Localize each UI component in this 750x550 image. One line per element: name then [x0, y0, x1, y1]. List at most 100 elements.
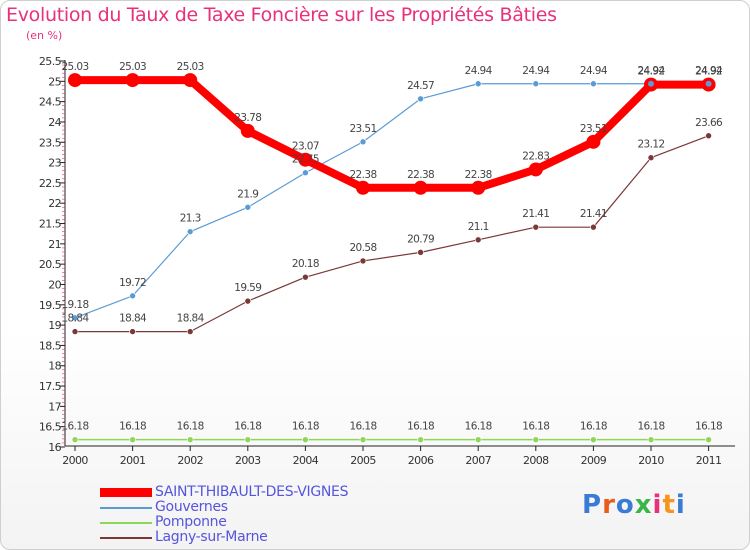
data-label: 16.18: [234, 421, 261, 433]
x-tick-label: 2010: [638, 454, 664, 467]
data-label: 25.03: [61, 61, 88, 73]
data-label: 23.51: [580, 123, 607, 135]
y-tick-label: 22: [48, 197, 61, 210]
data-point: [586, 134, 601, 149]
data-point: [244, 203, 252, 211]
data-point: [705, 436, 712, 443]
x-tick-label: 2003: [235, 454, 261, 467]
data-label: 22.38: [349, 169, 376, 181]
data-label: 19.72: [119, 277, 146, 289]
data-label: 19.59: [234, 282, 261, 294]
data-label: 23.66: [695, 117, 723, 129]
data-point: [129, 328, 136, 335]
data-label: 16.18: [177, 421, 204, 433]
data-label: 24.92: [695, 66, 722, 78]
data-point: [417, 249, 424, 256]
data-label: 22.75: [292, 154, 319, 166]
data-label: 21.1: [468, 221, 489, 233]
x-tick-label: 2011: [696, 454, 722, 467]
data-point: [244, 436, 252, 443]
data-label: 16.18: [407, 421, 434, 433]
chart-title: Evolution du Taux de Taxe Foncière sur l…: [6, 4, 557, 26]
data-point: [302, 169, 309, 177]
data-label: 24.57: [407, 80, 434, 92]
data-point: [68, 73, 82, 88]
data-label: 20.18: [292, 258, 319, 270]
y-tick-label: 16: [48, 441, 61, 454]
data-point: [359, 436, 367, 443]
y-tick-label: 18: [48, 360, 61, 373]
data-label: 23.51: [349, 123, 376, 135]
data-point: [528, 162, 543, 177]
x-tick-label: 2006: [408, 454, 434, 467]
series-line: [74, 83, 710, 319]
y-tick-label: 19: [48, 319, 61, 332]
data-label: 22.38: [407, 169, 434, 181]
data-point: [125, 73, 140, 88]
data-point: [590, 436, 597, 443]
data-label: 24.94: [637, 65, 665, 77]
x-tick-label: 2002: [177, 454, 203, 467]
data-point: [705, 132, 712, 140]
data-point: [240, 123, 255, 138]
x-tick-label: 2007: [465, 454, 491, 467]
y-tick-label: 21: [48, 238, 61, 251]
logo-letter: o: [615, 490, 635, 520]
legend-label: Lagny-sur-Marne: [155, 529, 268, 545]
data-point: [186, 228, 194, 235]
data-label: 25.03: [119, 61, 146, 73]
data-point: [474, 236, 482, 244]
data-point: [417, 95, 424, 103]
data-label: 24.92: [637, 66, 664, 78]
data-point: [302, 273, 309, 281]
data-point: [359, 257, 367, 265]
data-label: 24.94: [695, 65, 723, 77]
data-label: 21.3: [180, 213, 201, 225]
data-label: 18.84: [61, 313, 89, 325]
data-point: [474, 80, 482, 88]
data-point: [532, 436, 540, 443]
data-point: [244, 297, 252, 305]
data-point: [183, 73, 198, 88]
y-tick-label: 17.5: [39, 380, 62, 393]
data-point: [186, 328, 194, 335]
data-label: 18.84: [177, 313, 205, 325]
data-point: [590, 223, 597, 231]
series-lagny-sur-marne: [71, 132, 712, 335]
data-label: 22.38: [465, 169, 492, 181]
data-label: 16.18: [465, 421, 492, 433]
y-tick-label: 25: [48, 75, 61, 88]
y-tick-label: 16.5: [39, 421, 62, 434]
data-point: [532, 80, 540, 88]
data-label: 23.78: [234, 112, 261, 124]
y-tick-label: 25.5: [39, 55, 62, 68]
legend-label: Gouvernes: [155, 499, 228, 515]
data-point: [647, 436, 655, 443]
legend-label: SAINT-THIBAULT-DES-VIGNES: [155, 484, 349, 500]
proxiti-logo: Proxiti: [582, 490, 686, 520]
x-tick-label: 2001: [120, 454, 146, 467]
data-point: [129, 292, 136, 300]
data-point: [474, 436, 482, 443]
legend-swatch: [100, 537, 152, 539]
data-label: 19.18: [61, 299, 88, 311]
data-label: 24.94: [522, 65, 550, 77]
data-label: 24.94: [465, 65, 493, 77]
series-saint-thibault-des-vignes: [68, 73, 716, 195]
y-tick-label: 22.5: [39, 177, 62, 190]
logo-letter: x: [634, 490, 653, 520]
data-point: [647, 154, 655, 162]
data-point: [590, 80, 597, 88]
x-tick-label: 2009: [581, 454, 607, 467]
data-point: [359, 138, 367, 146]
y-tick-label: 20.5: [39, 258, 62, 271]
data-point: [129, 436, 136, 443]
data-label: 25.03: [177, 61, 204, 73]
data-label: 21.41: [522, 208, 549, 220]
logo-letter: i: [652, 490, 663, 520]
data-label: 23.07: [292, 141, 319, 153]
series-line: [74, 135, 710, 333]
x-tick-label: 2004: [293, 454, 319, 467]
x-tick-label: 2000: [62, 454, 88, 467]
